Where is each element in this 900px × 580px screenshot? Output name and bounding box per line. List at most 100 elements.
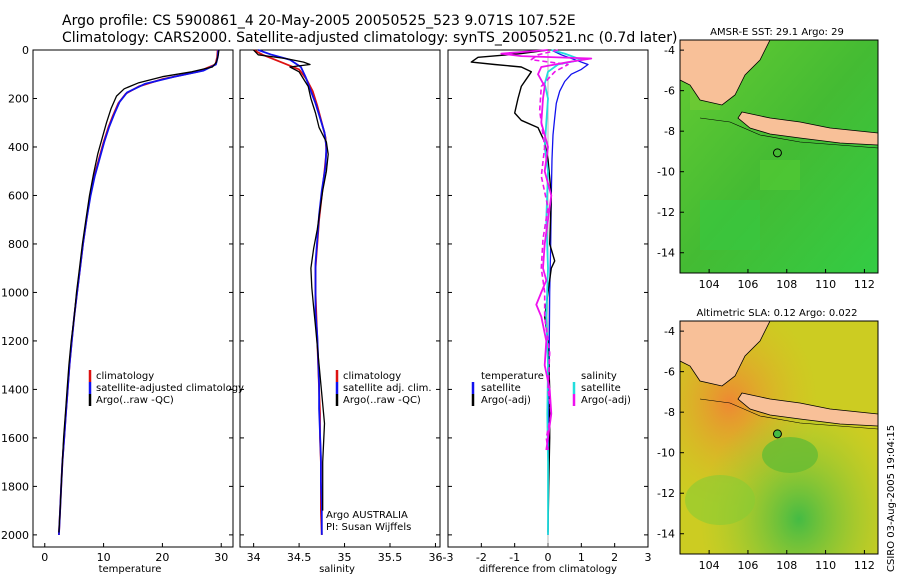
land-sumatra: [680, 321, 771, 387]
footer-side-text: CSIRO 03-Aug-2005 19:04:15: [886, 425, 897, 572]
legend-label-diff-salinity: salinity: [581, 371, 617, 382]
header-line-1: Argo profile: CS 5900861_4 20-May-2005 2…: [62, 13, 576, 29]
series-line-argo-raw-qc-: [253, 49, 329, 511]
x-tick-label: -1: [509, 551, 520, 564]
sst-map-panel: AMSR-E SST: 29.1 Argo: 29 104 106 108 110 11…: [657, 27, 879, 291]
legend-label-sal-climatology: climatology: [343, 371, 401, 382]
series-line-satellite-adj-clim-: [257, 49, 328, 535]
legend-label-sal-argo: Argo(..raw -QC): [343, 395, 421, 406]
x-tick-label: 3: [645, 551, 652, 564]
x-tick-label: 20: [155, 551, 169, 564]
contour-line: [699, 398, 878, 430]
header-line-2: Climatology: CARS2000. Satellite-adjuste…: [62, 30, 677, 46]
map-y-tick-label: -6: [664, 366, 675, 379]
salinity-series: [253, 49, 329, 535]
y-tick-label: 0: [22, 44, 29, 57]
sla-map-panel: Altimetric SLA: 0.12 Argo: 0.022 104 106 1…: [657, 308, 879, 572]
sst-map-title: AMSR-E SST: 29.1 Argo: 29: [710, 27, 844, 38]
difference-panel: -3 -2 -1 0 1 2 3 difference from climatology t…: [443, 49, 652, 575]
x-tick-label: 30: [214, 551, 228, 564]
map-y-tick-label: -14: [657, 528, 675, 541]
map-x-tick-label: 108: [776, 559, 797, 572]
salinity-axes-frame: [239, 49, 441, 548]
x-tick-label: 2: [611, 551, 618, 564]
y-tick-label: 1400: [1, 383, 29, 396]
y-tick-label: 1600: [1, 432, 29, 445]
legend-label-diff-temp-sat: satellite: [481, 383, 521, 394]
legend-label-diff-sal-argo: Argo(-adj): [581, 395, 631, 406]
temperature-ticks: 0 10 20 30 0 200 400 600 800 1000 1200 1400 1600 1800…: [1, 44, 233, 564]
map-y-tick-label: -10: [657, 447, 675, 460]
map-x-tick-label: 110: [815, 559, 836, 572]
sla-map-ticks: 104 106 108 110 112 -4 -6 -8 -10 -12 -14: [657, 325, 875, 572]
series-line-satellite-adjusted-climatology: [58, 49, 220, 535]
land-java: [737, 111, 878, 146]
legend-label-satellite: satellite-adjusted climatology: [96, 383, 244, 394]
y-tick-label: 1800: [1, 480, 29, 493]
map-y-tick-label: -12: [657, 206, 675, 219]
map-y-tick-label: -10: [657, 166, 675, 179]
legend-label-diff-sal-sat: satellite: [581, 383, 621, 394]
x-tick-label: -2: [476, 551, 487, 564]
map-x-tick-label: 106: [737, 278, 758, 291]
legend-label-climatology: climatology: [96, 371, 154, 382]
salinity-ticks: 34 34.5 35 35.5 36: [240, 49, 442, 564]
temperature-axes-frame: [32, 49, 234, 548]
x-tick-label: 0: [41, 551, 48, 564]
series-line-climatology: [58, 49, 219, 535]
land-java: [737, 392, 878, 427]
y-tick-label: 200: [8, 92, 29, 105]
argo-float-marker: [772, 148, 782, 158]
contour-line: [699, 117, 878, 149]
map-x-tick-label: 106: [737, 559, 758, 572]
x-tick-label: 36: [428, 551, 442, 564]
map-x-tick-label: 108: [776, 278, 797, 291]
y-tick-label: 400: [8, 141, 29, 154]
sst-map-ticks: 104 106 108 110 112 -4 -6 -8 -10 -12 -14: [657, 44, 875, 291]
y-tick-label: 800: [8, 238, 29, 251]
legend-label-argo: Argo(..raw -QC): [96, 395, 174, 406]
series-line-temperature-satellite: [547, 49, 589, 535]
salinity-xlabel: salinity: [319, 564, 355, 575]
x-tick-label: -3: [443, 551, 454, 564]
map-x-tick-label: 104: [699, 278, 720, 291]
temperature-series: [58, 49, 220, 535]
argo-float-marker: [772, 429, 782, 439]
x-tick-label: 35.5: [378, 551, 403, 564]
x-tick-label: 1: [578, 551, 585, 564]
x-tick-label: 10: [97, 551, 111, 564]
x-tick-label: 35: [338, 551, 352, 564]
series-line-argo-raw-qc-: [58, 49, 220, 533]
sst-patch: [760, 160, 800, 190]
difference-xlabel: difference from climatology: [479, 564, 617, 575]
sla-map-frame: [679, 320, 879, 555]
legend-label-sal-satellite: satellite adj. clim.: [343, 383, 432, 394]
x-tick-label: 34.5: [287, 551, 312, 564]
difference-series: [470, 49, 593, 535]
sla-map-title: Altimetric SLA: 0.12 Argo: 0.022: [697, 308, 858, 319]
series-line-salinity-argo-adj-dashed: [530, 49, 569, 451]
map-x-tick-label: 110: [815, 278, 836, 291]
map-y-tick-label: -8: [664, 125, 675, 138]
y-tick-label: 1000: [1, 286, 29, 299]
map-x-tick-label: 112: [854, 559, 875, 572]
x-tick-label: 34: [247, 551, 261, 564]
annotation-pi-name: PI: Susan Wijffels: [326, 522, 411, 533]
map-y-tick-label: -4: [664, 325, 675, 338]
map-y-tick-label: -14: [657, 247, 675, 260]
y-tick-label: 1200: [1, 335, 29, 348]
map-x-tick-label: 104: [699, 559, 720, 572]
annotation-argo-australia: Argo AUSTRALIA: [326, 510, 408, 521]
map-y-tick-label: -4: [664, 44, 675, 57]
x-tick-label: 0: [545, 551, 552, 564]
series-line-salinity-argo-adj-: [500, 49, 593, 451]
y-tick-label: 600: [8, 189, 29, 202]
land-sumatra: [680, 40, 771, 106]
temperature-panel: 0 10 20 30 0 200 400 600 800 1000 1200 1400 1600 1800…: [1, 44, 244, 575]
sla-patch: [762, 437, 818, 473]
y-tick-label: 2000: [1, 529, 29, 542]
legend-label-diff-temperature: temperature: [481, 371, 544, 382]
sst-patch: [700, 200, 760, 250]
temperature-xlabel: temperature: [99, 564, 162, 575]
